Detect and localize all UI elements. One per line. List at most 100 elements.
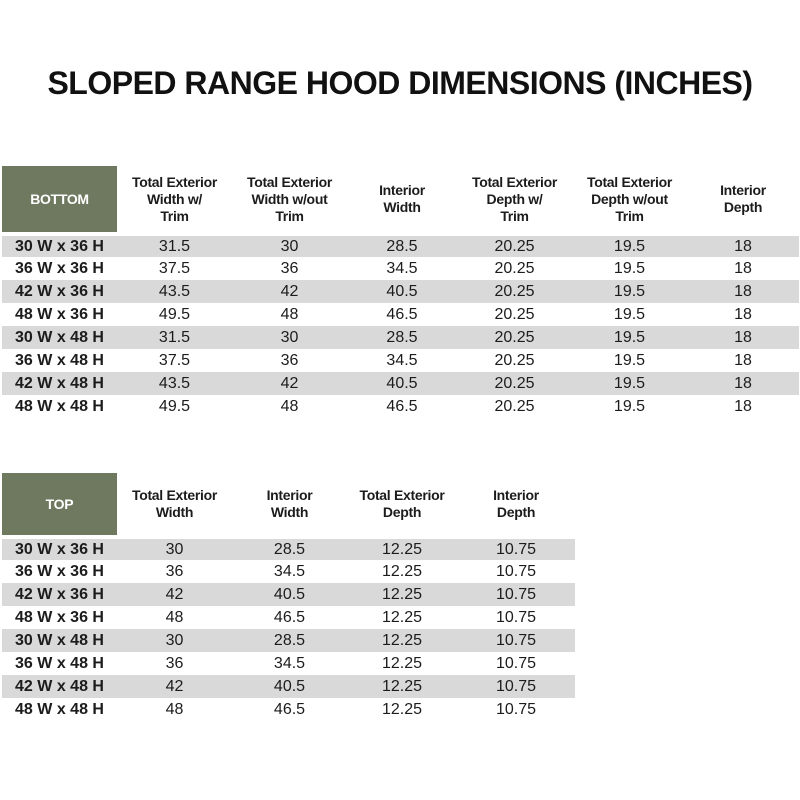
table-row: 42 W x 36 H 43.5 42 40.5 20.25 19.5 18 bbox=[2, 280, 799, 303]
top-header-row: TOP Total Exterior Width Interior Width … bbox=[2, 473, 575, 539]
column-header: Total Exterior Width w/out Trim bbox=[232, 166, 347, 236]
dimension-value: 19.5 bbox=[613, 374, 646, 392]
dimension-value: 43.5 bbox=[158, 374, 191, 392]
row-label: 42 W x 36 H bbox=[15, 282, 104, 300]
dimension-value: 36 bbox=[280, 351, 299, 369]
row-label: 48 W x 36 H bbox=[15, 608, 104, 626]
dimension-value: 10.75 bbox=[495, 540, 537, 558]
dimension-value: 10.75 bbox=[495, 631, 537, 649]
dimension-value: 36 bbox=[165, 562, 184, 580]
dimension-value: 10.75 bbox=[495, 700, 537, 718]
dimension-value: 12.25 bbox=[381, 700, 423, 718]
dimension-value: 10.75 bbox=[495, 677, 537, 695]
bottom-dimensions-table: BOTTOM Total Exterior Width w/ Trim Tota… bbox=[2, 166, 799, 418]
column-header: Interior Width bbox=[347, 166, 457, 236]
dimension-value: 20.25 bbox=[494, 351, 535, 369]
dimension-value: 49.5 bbox=[158, 305, 191, 323]
row-label: 30 W x 36 H bbox=[15, 540, 104, 558]
dimension-value: 48 bbox=[165, 608, 184, 626]
row-label: 30 W x 48 H bbox=[15, 631, 104, 649]
row-label: 42 W x 48 H bbox=[15, 677, 104, 695]
table-row: 42 W x 48 H 42 40.5 12.25 10.75 bbox=[2, 675, 575, 698]
bottom-header-row: BOTTOM Total Exterior Width w/ Trim Tota… bbox=[2, 166, 799, 236]
column-header: Interior Width bbox=[232, 473, 347, 539]
dimension-value: 48 bbox=[280, 305, 299, 323]
row-label: 48 W x 36 H bbox=[15, 305, 104, 323]
dimension-value: 37.5 bbox=[158, 259, 191, 277]
dimension-value: 42 bbox=[165, 585, 184, 603]
row-label: 30 W x 36 H bbox=[15, 237, 104, 255]
dimension-value: 40.5 bbox=[386, 282, 418, 300]
table-row: 48 W x 48 H 48 46.5 12.25 10.75 bbox=[2, 698, 575, 721]
column-header: Total Exterior Depth w/out Trim bbox=[572, 166, 687, 236]
row-label: 36 W x 48 H bbox=[15, 654, 104, 672]
dimension-value: 20.25 bbox=[494, 328, 535, 346]
table-row: 30 W x 48 H 30 28.5 12.25 10.75 bbox=[2, 629, 575, 652]
dimension-value: 18 bbox=[734, 374, 752, 392]
dimension-value: 19.5 bbox=[613, 328, 646, 346]
column-header: Interior Depth bbox=[457, 473, 575, 539]
top-table-body: 30 W x 36 H 30 28.5 12.25 10.75 36 W x 36 H 36… bbox=[2, 537, 575, 721]
table-row: 36 W x 48 H 36 34.5 12.25 10.75 bbox=[2, 652, 575, 675]
dimension-value: 19.5 bbox=[613, 237, 646, 255]
table-row: 36 W x 36 H 36 34.5 12.25 10.75 bbox=[2, 560, 575, 583]
dimension-value: 12.25 bbox=[381, 654, 423, 672]
table-row: 36 W x 36 H 37.5 36 34.5 20.25 19.5 18 bbox=[2, 257, 799, 280]
table-row: 48 W x 48 H 49.5 48 46.5 20.25 19.5 18 bbox=[2, 395, 799, 418]
dimension-value: 12.25 bbox=[381, 540, 423, 558]
dimension-value: 46.5 bbox=[273, 700, 306, 718]
dimension-value: 10.75 bbox=[495, 608, 537, 626]
dimension-value: 34.5 bbox=[386, 351, 418, 369]
table-row: 48 W x 36 H 49.5 48 46.5 20.25 19.5 18 bbox=[2, 303, 799, 326]
dimension-value: 18 bbox=[734, 259, 752, 277]
dimension-value: 34.5 bbox=[386, 259, 418, 277]
bottom-corner-cell: BOTTOM bbox=[2, 166, 117, 236]
dimension-value: 20.25 bbox=[494, 259, 535, 277]
dimension-value: 43.5 bbox=[158, 282, 191, 300]
table-row: 30 W x 36 H 30 28.5 12.25 10.75 bbox=[2, 537, 575, 560]
dimension-value: 20.25 bbox=[494, 305, 535, 323]
row-label: 48 W x 48 H bbox=[15, 397, 104, 415]
dimension-value: 12.25 bbox=[381, 631, 423, 649]
dimension-value: 46.5 bbox=[386, 397, 418, 415]
dimension-value: 20.25 bbox=[494, 374, 535, 392]
dimension-value: 36 bbox=[280, 259, 299, 277]
dimension-value: 19.5 bbox=[613, 351, 646, 369]
column-header: Total Exterior Width w/ Trim bbox=[117, 166, 232, 236]
dimension-value: 30 bbox=[165, 631, 184, 649]
bottom-table-body: 30 W x 36 H 31.5 30 28.5 20.25 19.5 18 36 W x 3… bbox=[2, 234, 799, 418]
dimension-value: 18 bbox=[734, 237, 752, 255]
dimension-value: 12.25 bbox=[381, 608, 423, 626]
row-label: 30 W x 48 H bbox=[15, 328, 104, 346]
dimension-value: 40.5 bbox=[386, 374, 418, 392]
table-row: 36 W x 48 H 37.5 36 34.5 20.25 19.5 18 bbox=[2, 349, 799, 372]
dimension-value: 10.75 bbox=[495, 562, 537, 580]
dimension-value: 42 bbox=[280, 282, 299, 300]
dimension-value: 28.5 bbox=[273, 540, 306, 558]
dimension-value: 12.25 bbox=[381, 562, 423, 580]
dimension-value: 19.5 bbox=[613, 305, 646, 323]
column-header: Total Exterior Depth bbox=[347, 473, 457, 539]
dimension-value: 34.5 bbox=[273, 562, 306, 580]
row-label: 48 W x 48 H bbox=[15, 700, 104, 718]
column-header: Total Exterior Depth w/ Trim bbox=[457, 166, 572, 236]
dimension-value: 18 bbox=[734, 328, 752, 346]
dimension-value: 30 bbox=[165, 540, 184, 558]
row-label: 42 W x 48 H bbox=[15, 374, 104, 392]
dimension-value: 28.5 bbox=[386, 237, 418, 255]
dimension-value: 10.75 bbox=[495, 585, 537, 603]
dimension-value: 18 bbox=[734, 397, 752, 415]
dimension-value: 19.5 bbox=[613, 282, 646, 300]
dimension-value: 20.25 bbox=[494, 282, 535, 300]
dimension-value: 18 bbox=[734, 305, 752, 323]
dimension-value: 30 bbox=[280, 237, 299, 255]
dimension-value: 31.5 bbox=[158, 237, 191, 255]
dimension-value: 20.25 bbox=[494, 237, 535, 255]
dimension-value: 28.5 bbox=[273, 631, 306, 649]
dimension-value: 46.5 bbox=[273, 608, 306, 626]
dimension-value: 18 bbox=[734, 351, 752, 369]
table-row: 48 W x 36 H 48 46.5 12.25 10.75 bbox=[2, 606, 575, 629]
dimension-value: 49.5 bbox=[158, 397, 191, 415]
top-dimensions-table: TOP Total Exterior Width Interior Width … bbox=[2, 473, 575, 721]
